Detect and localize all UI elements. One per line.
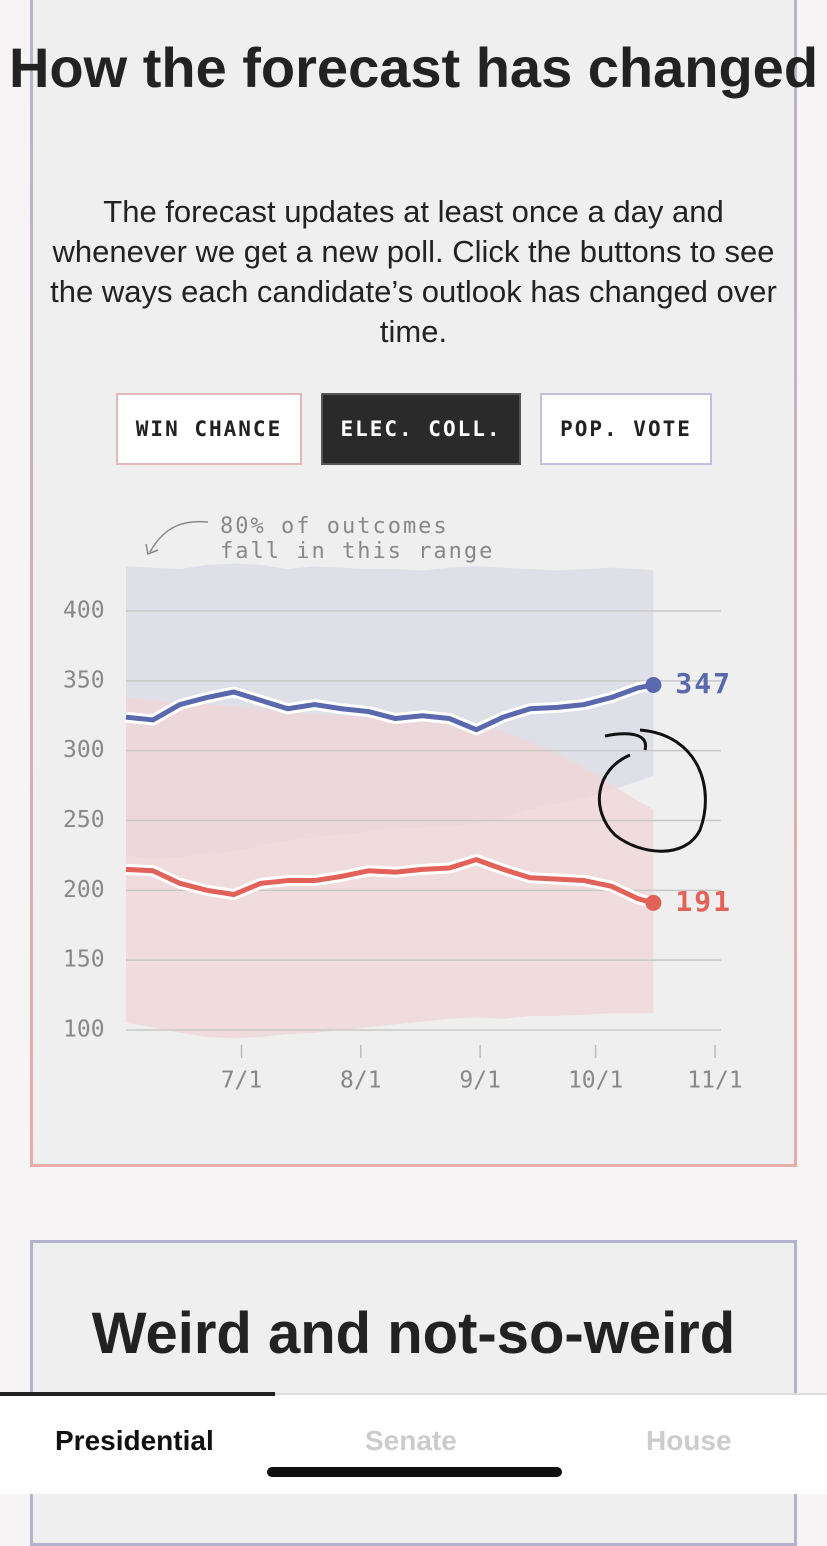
button-active[interactable]: ELEC. COLL. [321, 393, 521, 465]
x-tick-label: 8/1 [340, 1068, 382, 1094]
annotation: 80% of outcomes [220, 514, 449, 539]
tab[interactable]: Senate [365, 1425, 457, 1456]
end-label: 347 [675, 667, 732, 700]
x-tick-label: 9/1 [459, 1068, 501, 1094]
line [125, 682, 654, 733]
x-tick-label: 11/1 [687, 1068, 742, 1094]
y-tick-label: 200 [63, 877, 105, 903]
x-tick-label: 10/1 [568, 1068, 623, 1094]
end-dot [645, 677, 662, 694]
annotation-arrow [145, 520, 209, 556]
end-label: 191 [675, 885, 732, 918]
y-tick-label: 400 [63, 598, 105, 624]
y-tick-label: 300 [63, 737, 105, 763]
y-tick-label: 100 [63, 1017, 105, 1043]
tab[interactable]: Presidential [55, 1425, 214, 1456]
tab-indicator [0, 1392, 275, 1396]
home-indicator [267, 1467, 562, 1477]
y-tick-label: 350 [63, 667, 105, 693]
end-dot [645, 894, 662, 911]
y-tick-label: 250 [63, 807, 105, 833]
title: How the forecast has changed [8, 36, 819, 99]
x-tick-label: 7/1 [221, 1068, 263, 1094]
button[interactable]: WIN CHANCE [116, 393, 302, 465]
scribble [598, 728, 707, 853]
annotation: fall in this range [220, 539, 494, 564]
description: The forecast updates at least once a day… [50, 194, 777, 349]
tab-bar: Presidential Senate House [0, 1392, 827, 1494]
tab[interactable]: House [646, 1425, 732, 1456]
y-tick-label: 150 [63, 947, 105, 973]
hand-drawn-circle [598, 728, 707, 853]
button[interactable]: POP. VOTE [540, 393, 712, 465]
line [125, 857, 655, 906]
section-title: Weird and not-so-weird [91, 1301, 736, 1366]
